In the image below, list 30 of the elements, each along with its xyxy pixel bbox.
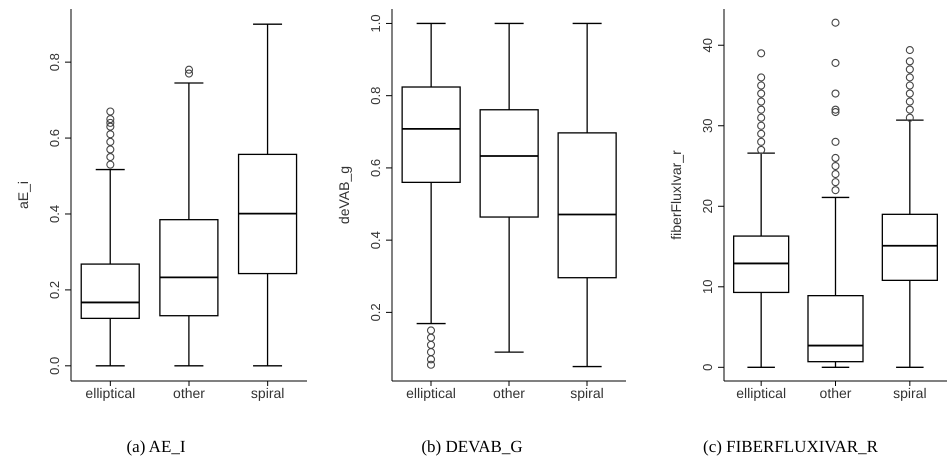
y-axis-title: deVAB_g bbox=[336, 166, 352, 224]
y-tick-label: 0 bbox=[700, 364, 715, 371]
y-tick-label: 0.0 bbox=[47, 356, 62, 375]
y-tick-label: 0.2 bbox=[47, 280, 62, 299]
x-tick-label: elliptical bbox=[85, 384, 136, 401]
x-tick-label: other bbox=[820, 384, 852, 401]
x-tick-label: spiral bbox=[570, 384, 604, 401]
x-tick-label: other bbox=[493, 384, 526, 401]
y-tick-label: 0.8 bbox=[47, 53, 62, 72]
y-tick-label: 0.8 bbox=[368, 86, 383, 105]
text: (a) AE_I bbox=[125, 437, 186, 457]
y-axis-title: aE_i bbox=[14, 180, 31, 210]
x-tick-label: spiral bbox=[893, 384, 927, 401]
y-tick-label: 0.6 bbox=[47, 129, 62, 148]
text: (c) FIBERFLUXIVAR_R bbox=[702, 437, 879, 457]
text: (b) DEVAB_G bbox=[420, 437, 524, 457]
y-tick-label: 10 bbox=[700, 280, 715, 294]
x-tick-label: spiral bbox=[250, 384, 284, 401]
x-tick-label: elliptical bbox=[736, 384, 786, 401]
y-axis-title: fiberFluxIvar_r bbox=[668, 150, 684, 240]
y-tick-label: 0.2 bbox=[368, 303, 383, 322]
y-tick-label: 0.4 bbox=[47, 204, 62, 224]
y-tick-label: 0.4 bbox=[368, 231, 383, 250]
x-tick-label: other bbox=[173, 384, 206, 401]
y-tick-label: 30 bbox=[700, 118, 715, 133]
x-tick-label: elliptical bbox=[406, 384, 456, 401]
y-tick-label: 0.6 bbox=[368, 158, 383, 177]
y-tick-label: 40 bbox=[700, 38, 715, 52]
y-tick-label: 1.0 bbox=[368, 14, 383, 32]
y-tick-label: 20 bbox=[700, 199, 715, 214]
